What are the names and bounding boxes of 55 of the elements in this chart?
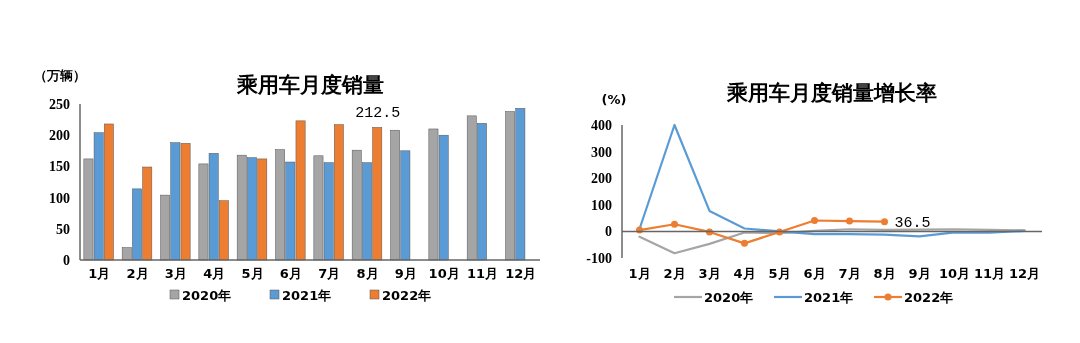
x-tick-label: 6月: [279, 266, 302, 281]
x-tick-label: 8月: [873, 266, 896, 281]
chart-title: 乘用车月度销量: [235, 73, 384, 97]
x-tick-label: 12月: [1008, 266, 1041, 281]
x-tick-label: 11月: [466, 266, 499, 281]
x-tick-label: 3月: [164, 266, 187, 281]
x-tick-label: 5月: [241, 266, 264, 281]
legend-label: 2020年: [704, 290, 754, 305]
point: [881, 218, 888, 226]
y-tick-label: 0: [605, 224, 612, 240]
legend-label: 2020年: [182, 288, 232, 303]
x-tick-label: 1月: [628, 266, 651, 281]
x-tick-label: 6月: [803, 266, 826, 281]
x-tick-label: 10月: [428, 266, 460, 281]
y-tick-label: 50: [56, 221, 70, 237]
y-tick-label: 100: [49, 190, 70, 206]
x-tick-label: 3月: [698, 266, 721, 281]
y-tick-label: 200: [591, 171, 612, 187]
legend-label: 2022年: [904, 290, 954, 305]
point: [846, 217, 853, 225]
y-tick-label: 400: [591, 118, 612, 133]
x-tick-label: 9月: [908, 266, 931, 281]
x-tick-label: 10月: [938, 266, 971, 281]
y-tick-label: 250: [49, 97, 70, 112]
x-tick-label: 2月: [126, 266, 149, 281]
line-series: [638, 228, 1026, 255]
point: [671, 220, 678, 228]
y-tick-label: 300: [591, 144, 612, 160]
x-tick-label: 8月: [356, 266, 379, 281]
y-tick-label: 200: [49, 128, 70, 144]
x-tick-label: 1月: [88, 266, 111, 281]
x-tick-label: 7月: [318, 266, 341, 281]
data-label: 212.5: [355, 105, 401, 123]
point: [811, 216, 818, 224]
chart-title: 乘用车月度销量增长率: [726, 81, 937, 105]
y-axis-title: （万辆）: [34, 68, 86, 83]
y-tick-label: -100: [586, 251, 612, 266]
x-tick-label: 5月: [768, 266, 791, 281]
x-tick-label: 4月: [733, 266, 756, 281]
legend-label: 2021年: [282, 288, 332, 303]
x-tick-label: 9月: [394, 266, 417, 281]
y-tick-label: 150: [49, 159, 70, 175]
x-tick-label: 4月: [203, 266, 226, 281]
x-tick-label: 7月: [838, 266, 861, 281]
x-tick-label: 2月: [663, 266, 686, 281]
point: [741, 239, 748, 247]
x-tick-label: 12月: [505, 266, 537, 281]
y-tick-label: 0: [63, 253, 70, 268]
y-tick-label: 100: [591, 197, 612, 213]
line-series: [638, 123, 1026, 238]
x-tick-label: 11月: [973, 266, 1006, 281]
legend-label: 2021年: [804, 290, 854, 305]
y-axis-title: (%): [601, 92, 627, 107]
data-label: 36.5: [894, 214, 931, 232]
legend-label: 2022年: [382, 288, 432, 303]
